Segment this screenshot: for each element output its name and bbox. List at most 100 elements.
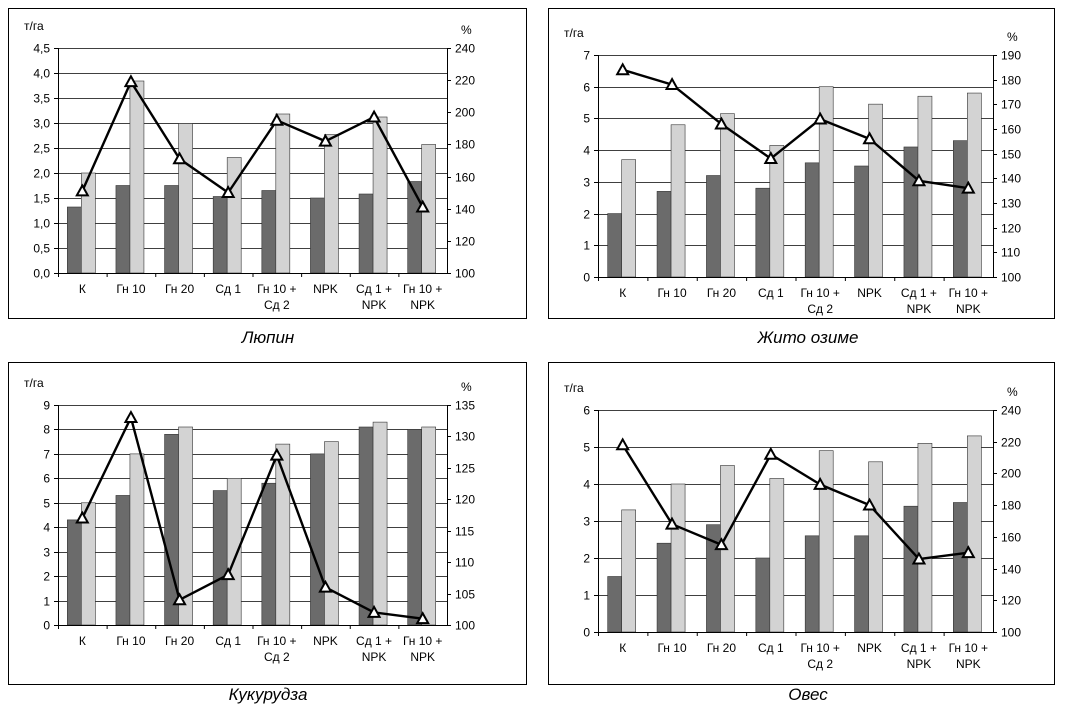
bar	[706, 175, 721, 278]
x-tick-label: Гн 10	[657, 286, 686, 300]
line-point-marker	[172, 151, 187, 165]
x-tick-label: Сд 1 +	[356, 282, 392, 296]
y2-tick-label: 120	[455, 235, 475, 249]
y-tick-label: 5	[583, 112, 590, 126]
y2-tick-label: 220	[455, 74, 475, 88]
bar	[261, 190, 277, 274]
y-tick-label: 5	[43, 497, 50, 511]
chart-frame	[8, 362, 527, 685]
x-tick-label: Гн 10 +	[403, 282, 442, 296]
x-tick-label: NPK	[313, 282, 338, 296]
x-tick-label: NPK	[857, 286, 882, 300]
x-tick-label: Сд 2	[807, 657, 833, 671]
y2-tick-label: 200	[1001, 467, 1021, 481]
y2-tick-label: 130	[455, 430, 475, 444]
x-tick-label: Сд 2	[264, 298, 290, 312]
line-point-marker	[75, 183, 90, 197]
line-point-marker	[415, 199, 430, 213]
line-point-marker	[812, 111, 828, 125]
line-point-marker	[862, 497, 877, 511]
x-tick-label: Гн 10 +	[403, 634, 442, 648]
y-unit-label: т/га	[564, 381, 584, 395]
line-point-marker	[763, 151, 779, 164]
series-line	[621, 444, 969, 561]
y-tick-label: 0,0	[33, 267, 50, 281]
y2-tick-label: 120	[1001, 222, 1021, 236]
x-tick-label: NPK	[907, 657, 932, 671]
bar	[903, 505, 919, 633]
bar	[967, 435, 982, 633]
y-tick-label: 5	[583, 441, 590, 455]
y2-tick-label: 105	[455, 588, 475, 602]
y-tick-label: 9	[43, 399, 50, 413]
y-tick-label: 3,0	[33, 117, 50, 131]
x-tick-label: Сд 1 +	[901, 641, 937, 655]
y-tick-label: 4	[583, 144, 590, 158]
bar	[854, 535, 869, 633]
x-tick-label: К	[79, 282, 86, 296]
y2-tick-label: 160	[1001, 531, 1021, 545]
bar	[407, 429, 422, 626]
bar	[607, 213, 622, 278]
bar	[115, 185, 131, 274]
bar	[804, 535, 820, 633]
x-tick-label: Гн 10 +	[257, 634, 296, 648]
line-point-marker	[75, 510, 90, 524]
x-tick-label: К	[619, 641, 626, 655]
y-tick-label: 6	[583, 404, 590, 418]
y2-tick-label: 240	[455, 42, 475, 56]
x-tick-label: Гн 10	[657, 641, 686, 655]
y2-tick-label: 110	[455, 556, 474, 570]
bar	[324, 441, 339, 626]
y2-tick-label: 100	[455, 619, 475, 633]
y2-tick-label: 100	[1001, 271, 1021, 285]
line-point-marker	[664, 516, 680, 530]
y2-tick-label: 125	[455, 462, 475, 476]
x-tick-label: NPK	[410, 650, 435, 664]
line-point-marker	[172, 592, 187, 606]
y-tick-label: 0,5	[33, 242, 50, 256]
bar	[164, 434, 179, 626]
y2-tick-label: 120	[1001, 594, 1021, 608]
line-point-marker	[615, 62, 630, 76]
line-point-marker	[318, 579, 333, 593]
bar	[261, 482, 277, 626]
line-point-marker	[123, 74, 139, 88]
x-tick-label: Гн 10 +	[949, 641, 988, 655]
x-tick-label: Сд 1	[215, 634, 241, 648]
line-point-marker	[911, 551, 927, 565]
x-tick-label: NPK	[956, 302, 981, 316]
x-tick-label: NPK	[857, 641, 882, 655]
bar	[903, 146, 919, 278]
bar	[226, 478, 242, 626]
chart-caption: Овес	[788, 685, 828, 704]
bar	[917, 95, 933, 278]
y-tick-label: 1,0	[33, 217, 50, 231]
x-tick-label: Гн 20	[707, 286, 736, 300]
bar	[854, 165, 869, 278]
bar	[755, 187, 771, 278]
x-tick-label: NPK	[313, 634, 338, 648]
y-tick-label: 0	[583, 626, 590, 640]
bar	[324, 134, 339, 274]
bar	[310, 453, 325, 626]
line-point-marker	[812, 476, 828, 490]
chart-panel-rye: 0 1 2 3 4 5 6 7 100 110 120 130 140 150 160 170 180 190 т/…	[534, 0, 1068, 354]
x-tick-label: NPK	[907, 302, 932, 316]
y2-tick-label: 180	[455, 138, 475, 152]
bar	[358, 193, 374, 274]
x-tick-label: NPK	[362, 650, 387, 664]
line-point-marker	[714, 537, 729, 551]
y2-tick-label: 140	[1001, 172, 1021, 186]
y-tick-label: 2	[43, 570, 50, 584]
x-tick-label: К	[619, 286, 626, 300]
y-tick-label: 3	[43, 546, 50, 560]
chart-panel-lupin: 0,0 0,5 1,0 1,5 2,0 2,5 3,0 3,5 4,0 4,5 100 120 140 1…	[0, 0, 534, 354]
bar	[372, 421, 388, 626]
line-point-marker	[763, 446, 779, 460]
x-tick-label: Гн 20	[707, 641, 736, 655]
chart-frame	[548, 8, 1055, 319]
line-point-marker	[615, 437, 630, 451]
bar	[917, 443, 933, 633]
bar	[607, 576, 622, 633]
